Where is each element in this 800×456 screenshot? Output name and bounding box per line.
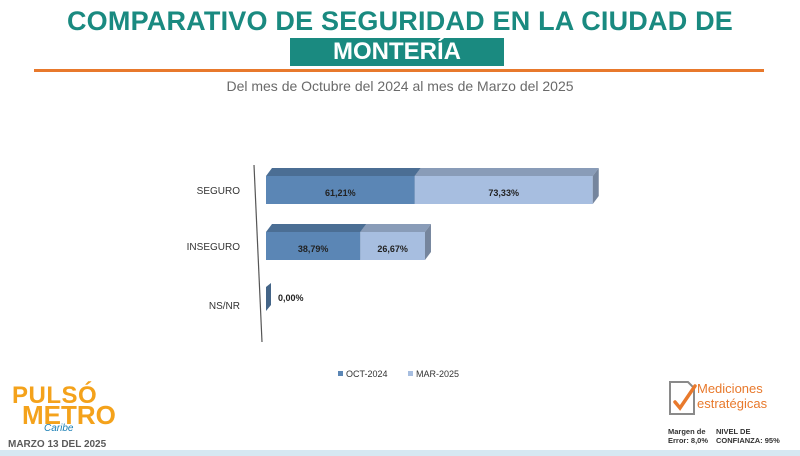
pulsometro-logo-word2: METRO bbox=[22, 400, 116, 430]
pulsometro-logo-word1: PULSÓ bbox=[12, 382, 98, 409]
category-label: NS/NR bbox=[209, 301, 240, 312]
pulsometro-logo-word3: Caribe bbox=[44, 423, 74, 434]
bar-top bbox=[414, 168, 599, 176]
bar-side bbox=[424, 224, 431, 260]
bar bbox=[266, 283, 271, 311]
bar-top bbox=[360, 224, 431, 232]
data-label: 38,79% bbox=[298, 244, 329, 254]
title-divider bbox=[34, 69, 764, 72]
legend-swatch bbox=[408, 371, 413, 376]
report-date: MARZO 13 DEL 2025 bbox=[8, 439, 107, 450]
bar bbox=[360, 232, 425, 260]
legend-swatch bbox=[338, 371, 343, 376]
data-label: 0,00% bbox=[278, 293, 304, 303]
page-subtitle: Del mes de Octubre del 2024 al mes de Ma… bbox=[226, 78, 574, 94]
data-label: 73,33% bbox=[488, 188, 519, 198]
mediciones-logo-icon bbox=[669, 381, 697, 415]
city-title-box: MONTERÍA bbox=[290, 38, 504, 66]
category-axis bbox=[253, 164, 263, 343]
data-label: 61,21% bbox=[325, 188, 356, 198]
bottom-bar bbox=[0, 450, 800, 456]
mediciones-logo-word2: estratégicas bbox=[697, 396, 768, 411]
category-label: SEGURO bbox=[197, 186, 241, 197]
bar-top bbox=[266, 224, 367, 232]
bar bbox=[266, 176, 415, 204]
margin-of-error: Margen de Error: 8,0% bbox=[668, 427, 709, 445]
confidence-level: NIVEL DE CONFIANZA: 95% bbox=[716, 427, 780, 445]
bar-side bbox=[592, 168, 599, 204]
data-label: 26,67% bbox=[377, 244, 408, 254]
legend-label: OCT-2024 bbox=[346, 369, 388, 379]
page-title: COMPARATIVO DE SEGURIDAD EN LA CIUDAD DE bbox=[66, 6, 734, 36]
bar bbox=[414, 176, 593, 204]
bar-top bbox=[266, 168, 421, 176]
mediciones-logo-word1: Mediciones bbox=[697, 381, 763, 396]
legend-label: MAR-2025 bbox=[416, 369, 459, 379]
bar bbox=[266, 232, 361, 260]
category-label: INSEGURO bbox=[187, 242, 241, 253]
